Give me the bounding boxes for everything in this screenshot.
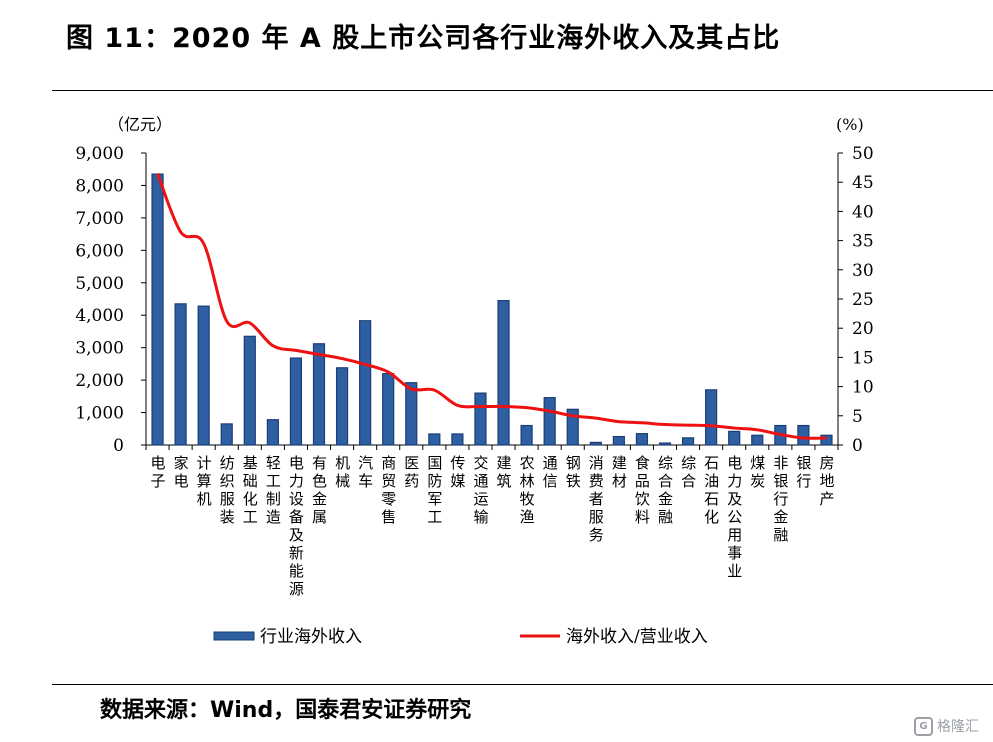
data-source: 数据来源：Wind，国泰君安证券研究 xyxy=(100,698,472,723)
category-label: 机械 xyxy=(333,455,351,491)
left-tick-label: 4,000 xyxy=(75,306,124,326)
bar xyxy=(543,397,556,446)
category-label: 电子 xyxy=(149,455,167,491)
category-label: 传媒 xyxy=(448,455,466,491)
bar xyxy=(681,437,695,446)
bar xyxy=(220,423,233,446)
right-tick-label: 0 xyxy=(852,436,863,456)
page-title: 图 11：2020 年 A 股上市公司各行业海外收入及其占比 xyxy=(66,23,781,54)
chart: 0 1,000 2,000 3,000 4,000 5,000 6,000 7,000 8,00… xyxy=(75,115,874,647)
bar xyxy=(497,300,510,446)
bar xyxy=(197,305,210,446)
right-tick-label: 20 xyxy=(852,319,874,339)
category-label: 食品饮料 xyxy=(633,455,651,527)
right-axis-unit: (%) xyxy=(836,115,864,134)
legend-bar-swatch xyxy=(213,631,255,641)
left-tick-label: 7,000 xyxy=(75,209,124,229)
category-label: 石油石化 xyxy=(702,455,720,527)
left-tick-label: 6,000 xyxy=(75,241,124,261)
watermark: G 格隆汇 xyxy=(914,716,979,736)
left-tick-label: 0 xyxy=(113,436,124,456)
bar xyxy=(751,434,764,446)
bar xyxy=(520,424,533,446)
bar xyxy=(266,419,279,446)
bar xyxy=(566,408,579,446)
bar xyxy=(359,320,372,446)
left-tick-label: 8,000 xyxy=(75,176,124,196)
category-label: 汽车 xyxy=(356,455,374,491)
right-tick-label: 10 xyxy=(852,378,874,398)
legend-bar-label: 行业海外收入 xyxy=(260,627,362,647)
category-label: 电力及公用事业 xyxy=(725,455,743,581)
category-label: 消费者服务 xyxy=(587,455,605,545)
left-tick-label: 1,000 xyxy=(75,404,124,424)
category-label: 基础化工 xyxy=(241,455,259,527)
bar xyxy=(312,343,326,446)
bar xyxy=(612,435,625,446)
category-label: 银行 xyxy=(794,455,812,491)
bar xyxy=(289,357,303,446)
left-tick-label: 5,000 xyxy=(75,274,124,294)
category-label: 煤炭 xyxy=(748,455,766,491)
category-label: 纺织服装 xyxy=(218,455,236,527)
category-label: 房地产 xyxy=(817,455,835,509)
bar xyxy=(405,382,418,446)
bar xyxy=(428,433,441,446)
category-label: 农林牧渔 xyxy=(518,455,536,527)
category-label: 建材 xyxy=(610,455,628,491)
left-axis-unit: （亿元） xyxy=(108,115,172,134)
category-label: 钢铁 xyxy=(564,455,582,491)
bar xyxy=(243,335,256,446)
right-tick-label: 30 xyxy=(852,261,874,281)
left-tick-label: 2,000 xyxy=(75,371,124,391)
bar xyxy=(151,173,164,446)
left-tick-label: 3,000 xyxy=(75,339,124,359)
right-tick-label: 45 xyxy=(852,173,874,193)
bottom-rule xyxy=(52,684,993,685)
watermark-logo-icon: G xyxy=(914,716,933,736)
category-label: 通信 xyxy=(541,455,559,491)
category-label: 医药 xyxy=(402,455,420,491)
top-rule xyxy=(52,90,993,91)
right-tick-label: 25 xyxy=(852,290,874,310)
bar xyxy=(658,442,672,446)
category-label: 轻工制造 xyxy=(264,455,282,527)
right-tick-label: 5 xyxy=(852,407,863,427)
right-tick-label: 35 xyxy=(852,232,874,252)
category-label: 计算机 xyxy=(195,455,213,509)
bar xyxy=(728,430,741,446)
category-label: 家电 xyxy=(172,455,190,491)
bar xyxy=(382,373,395,446)
bar xyxy=(474,392,487,446)
category-label: 有色金属 xyxy=(310,455,328,527)
category-label: 国防军工 xyxy=(425,455,443,527)
category-label: 非银行金融 xyxy=(771,455,789,545)
right-tick-label: 15 xyxy=(852,348,874,368)
category-label: 综合金融 xyxy=(656,455,674,527)
bar xyxy=(797,424,810,446)
right-tick-label: 50 xyxy=(852,144,874,164)
bar xyxy=(174,303,187,446)
bar xyxy=(705,389,718,446)
right-tick-label: 40 xyxy=(852,202,874,222)
category-label: 综合 xyxy=(679,455,697,491)
category-label: 建筑 xyxy=(495,455,513,491)
category-label: 商贸零售 xyxy=(379,455,397,527)
bar xyxy=(335,367,349,446)
category-label: 交通运输 xyxy=(471,454,489,527)
bar xyxy=(820,434,833,446)
bar xyxy=(589,441,602,446)
category-label: 电力设备及新能源 xyxy=(287,455,305,599)
watermark-text: 格隆汇 xyxy=(937,719,979,735)
legend-line-label: 海外收入/营业收入 xyxy=(566,627,708,647)
ratio-line xyxy=(156,172,827,440)
left-tick-label: 9,000 xyxy=(75,144,124,164)
bar xyxy=(635,433,649,446)
bar xyxy=(451,433,464,446)
